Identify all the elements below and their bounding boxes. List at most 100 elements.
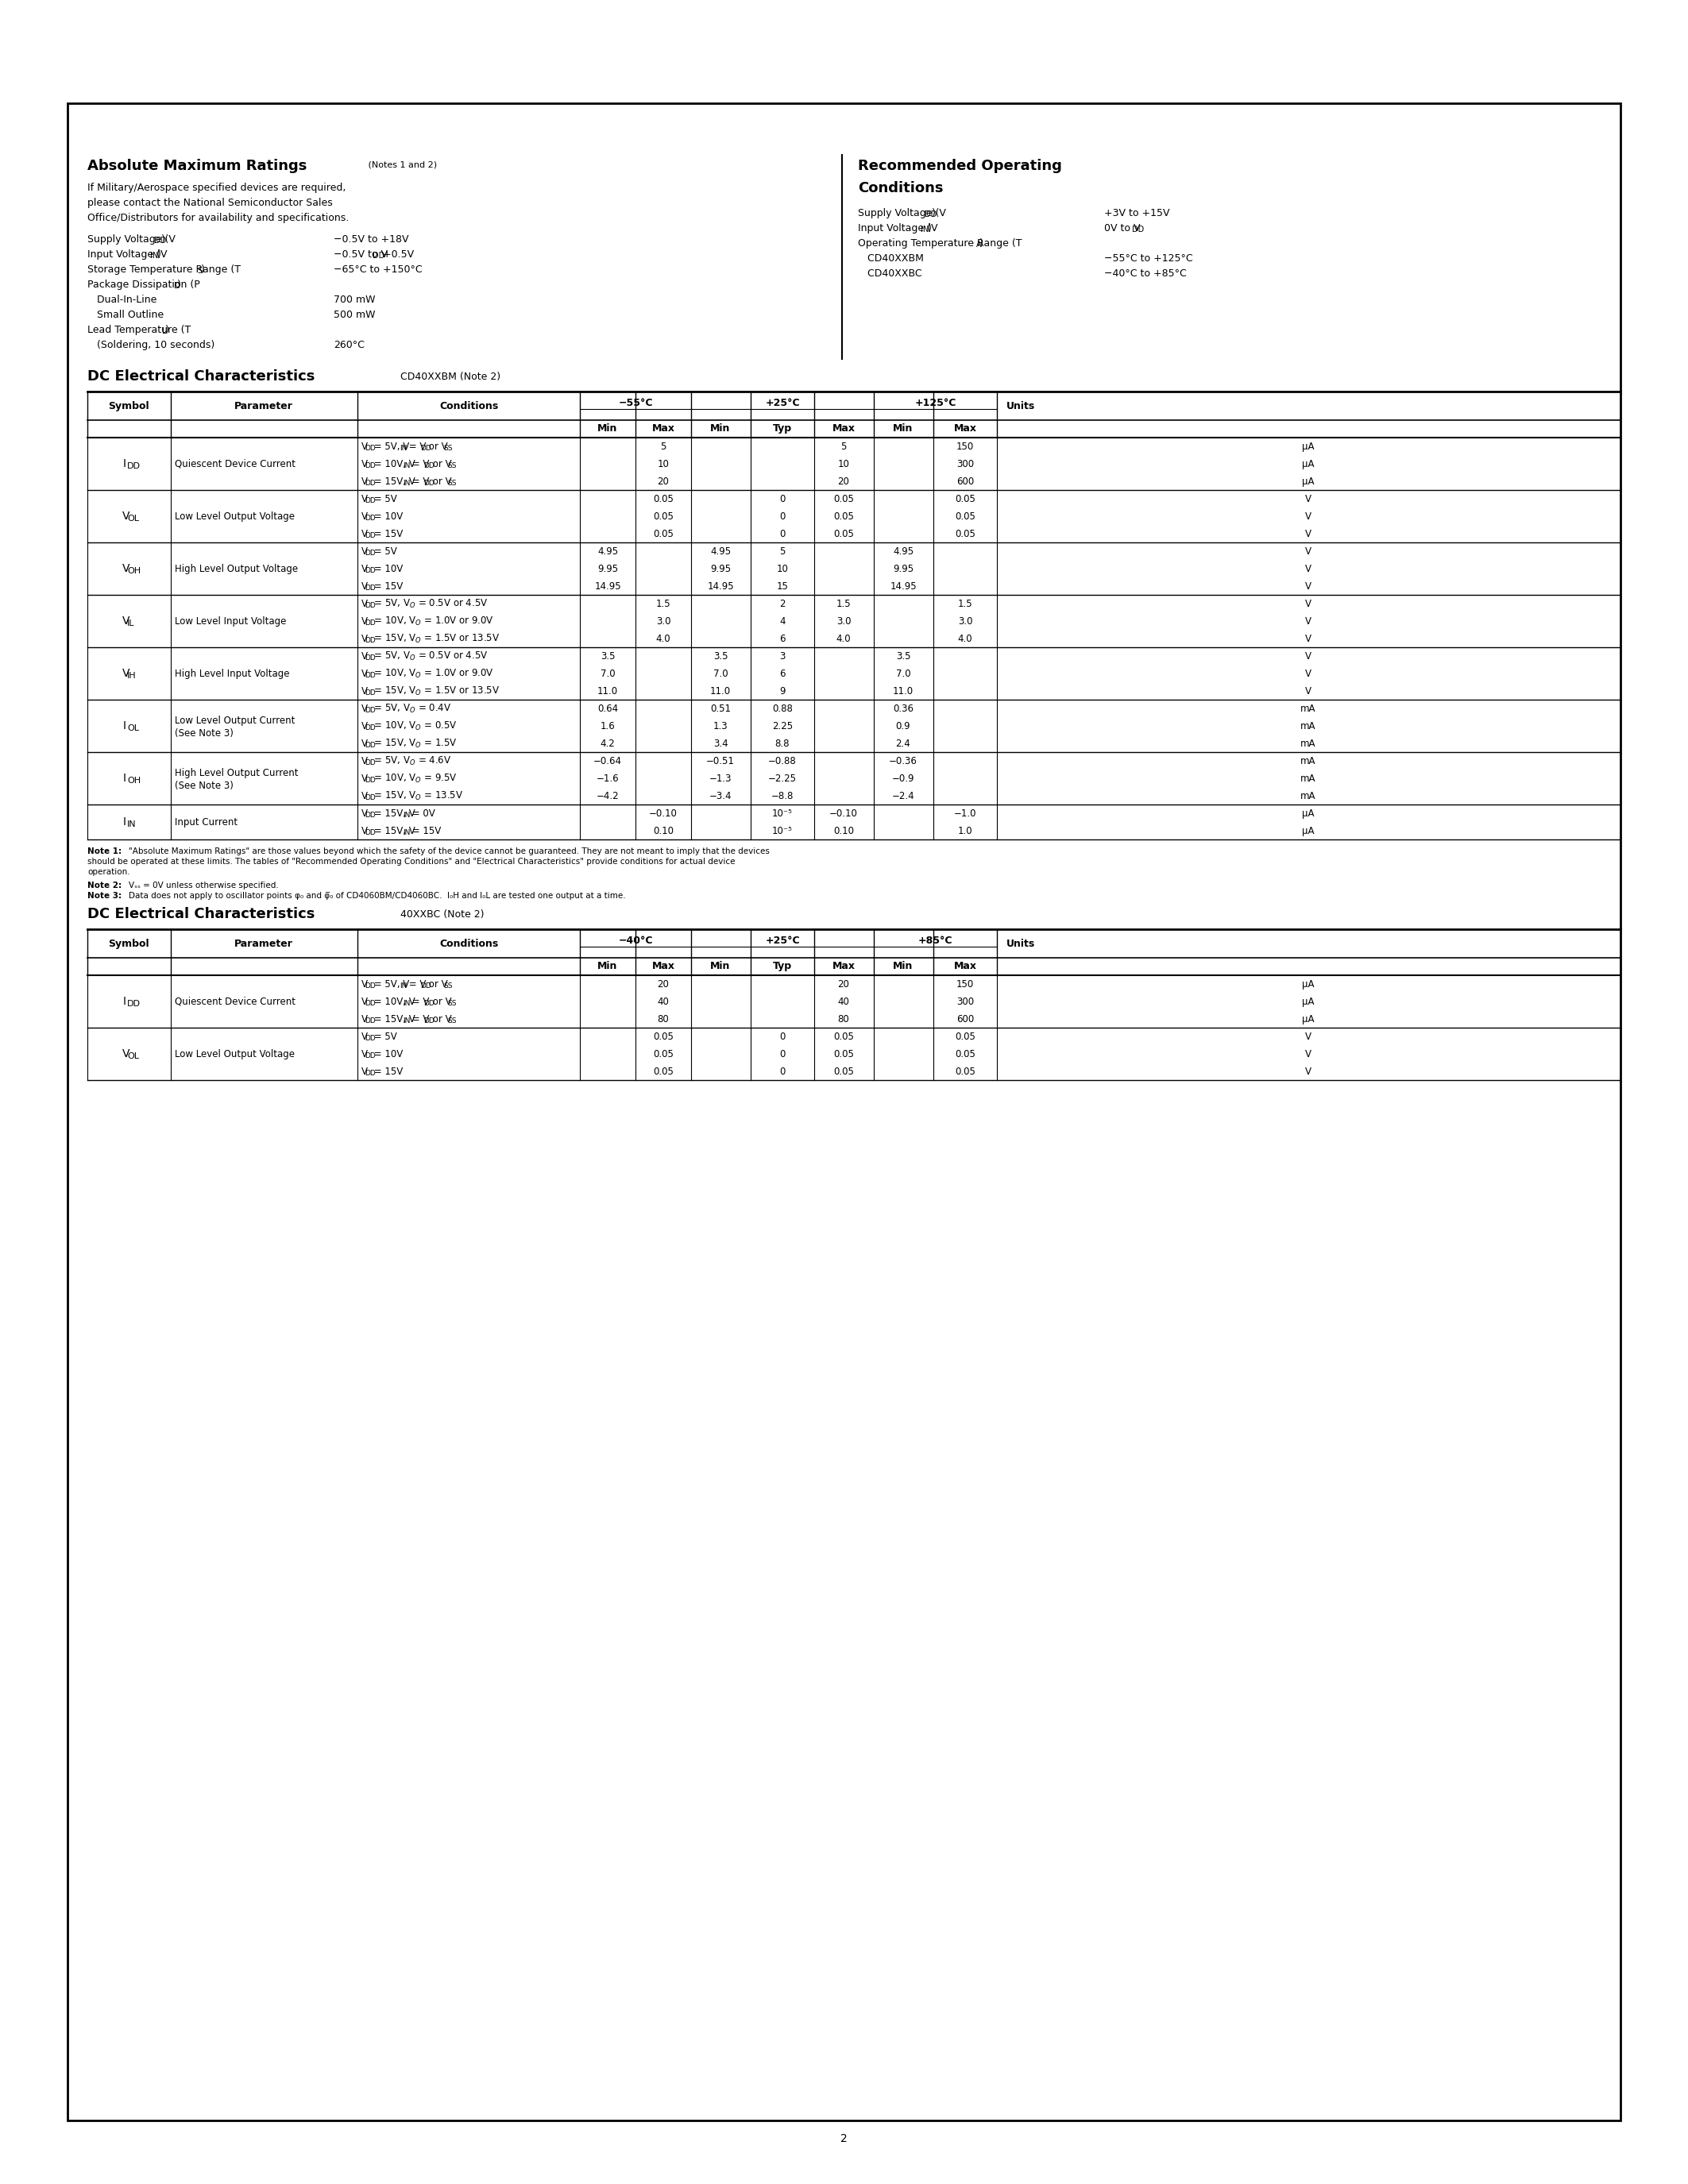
Text: 1.6: 1.6 [601,721,614,732]
Text: = 10V, V$_O$ = 9.5V: = 10V, V$_O$ = 9.5V [371,773,457,784]
Text: = 15V, V$_O$ = 13.5V: = 15V, V$_O$ = 13.5V [371,791,463,802]
Text: DD: DD [365,725,376,732]
Text: 0.05: 0.05 [834,494,854,505]
Text: Min: Min [711,961,731,972]
Text: V: V [361,633,368,644]
Text: 0: 0 [780,1066,785,1077]
Text: V: V [1305,668,1312,679]
Text: 20: 20 [657,476,668,487]
Text: V: V [361,563,368,574]
Text: 4.95: 4.95 [711,546,731,557]
Text: 0.05: 0.05 [955,529,976,539]
Text: Note 2:: Note 2: [88,882,125,889]
Text: 7.0: 7.0 [896,668,910,679]
Text: 0.64: 0.64 [598,703,618,714]
Text: 3.0: 3.0 [957,616,972,627]
Text: 0.05: 0.05 [955,1066,976,1077]
Text: V: V [361,494,368,505]
Text: Max: Max [954,961,977,972]
Text: V: V [1305,686,1312,697]
Text: OL: OL [127,725,138,732]
Text: Input Voltage (V: Input Voltage (V [858,223,939,234]
Text: 6: 6 [780,633,785,644]
Text: Units: Units [1006,939,1035,948]
Text: DD: DD [365,1018,376,1024]
Text: Typ: Typ [773,424,792,435]
Text: 5: 5 [780,546,785,557]
Text: Conditions: Conditions [439,400,498,411]
Text: IN: IN [403,1000,410,1007]
Text: Min: Min [893,961,913,972]
Text: If Military/Aerospace specified devices are required,: If Military/Aerospace specified devices … [88,183,346,192]
Text: DD: DD [424,1000,434,1007]
Text: DD: DD [424,1018,434,1024]
Text: 5: 5 [660,441,667,452]
Text: 600: 600 [957,1013,974,1024]
Text: +25°C: +25°C [765,935,800,946]
Text: IN: IN [403,812,410,819]
Text: S: S [197,266,203,275]
Text: Parameter: Parameter [235,400,294,411]
Text: V: V [361,616,368,627]
Text: = 15V, V: = 15V, V [371,1013,415,1024]
Text: 3.5: 3.5 [601,651,614,662]
Text: High Level Output Current: High Level Output Current [176,767,299,778]
Text: 260°C: 260°C [334,341,365,349]
Text: Low Level Output Voltage: Low Level Output Voltage [176,511,295,522]
Text: 0.05: 0.05 [834,529,854,539]
Text: DD: DD [365,480,376,487]
Text: Vₛₛ = 0V unless otherwise specified.: Vₛₛ = 0V unless otherwise specified. [128,882,279,889]
Text: DD: DD [365,830,376,836]
Text: V: V [123,563,130,574]
Text: Max: Max [832,961,856,972]
Text: DD: DD [154,236,167,245]
Text: ): ) [932,207,935,218]
Text: V: V [123,1048,130,1059]
Text: 1.5: 1.5 [836,598,851,609]
Text: IN: IN [400,983,407,989]
Text: 15: 15 [776,581,788,592]
Text: 0.05: 0.05 [834,1066,854,1077]
Text: Absolute Maximum Ratings: Absolute Maximum Ratings [88,159,307,173]
Text: +3V to +15V: +3V to +15V [1104,207,1170,218]
Text: IH: IH [127,673,137,679]
Text: DD: DD [424,480,434,487]
Text: 1.5: 1.5 [957,598,972,609]
Text: Office/Distributors for availability and specifications.: Office/Distributors for availability and… [88,212,349,223]
Text: V: V [1305,598,1312,609]
Text: −1.0: −1.0 [954,808,976,819]
Text: 7.0: 7.0 [712,668,728,679]
Text: V: V [1305,494,1312,505]
Text: Parameter: Parameter [235,939,294,948]
Text: V: V [361,721,368,732]
Text: −0.10: −0.10 [829,808,858,819]
Text: L: L [162,328,167,334]
Text: OL: OL [127,515,138,522]
Text: DD: DD [365,463,376,470]
Text: DD: DD [365,743,376,749]
Text: IN: IN [400,446,407,452]
Text: 150: 150 [957,441,974,452]
Text: +0.5V: +0.5V [380,249,414,260]
Text: = 15V: = 15V [371,529,403,539]
Text: 9.95: 9.95 [893,563,913,574]
Text: −2.4: −2.4 [891,791,915,802]
Text: 0.05: 0.05 [955,1048,976,1059]
Text: 3.5: 3.5 [896,651,910,662]
Text: SS: SS [447,1000,456,1007]
Text: μA: μA [1301,808,1315,819]
Text: Low Level Output Current: Low Level Output Current [176,714,295,725]
Text: 10⁻⁵: 10⁻⁵ [771,808,793,819]
Text: = 15V, V$_O$ = 1.5V or 13.5V: = 15V, V$_O$ = 1.5V or 13.5V [371,686,500,697]
Text: mA: mA [1300,703,1317,714]
Text: 2.25: 2.25 [771,721,793,732]
Text: 300: 300 [957,996,974,1007]
Text: −0.10: −0.10 [648,808,677,819]
Text: DD: DD [365,533,376,539]
Text: 40: 40 [837,996,849,1007]
Text: Min: Min [598,961,618,972]
Text: −0.64: −0.64 [594,756,621,767]
Text: 2: 2 [841,2134,847,2145]
Text: Symbol: Symbol [108,400,149,411]
Text: = 5V: = 5V [371,1031,397,1042]
